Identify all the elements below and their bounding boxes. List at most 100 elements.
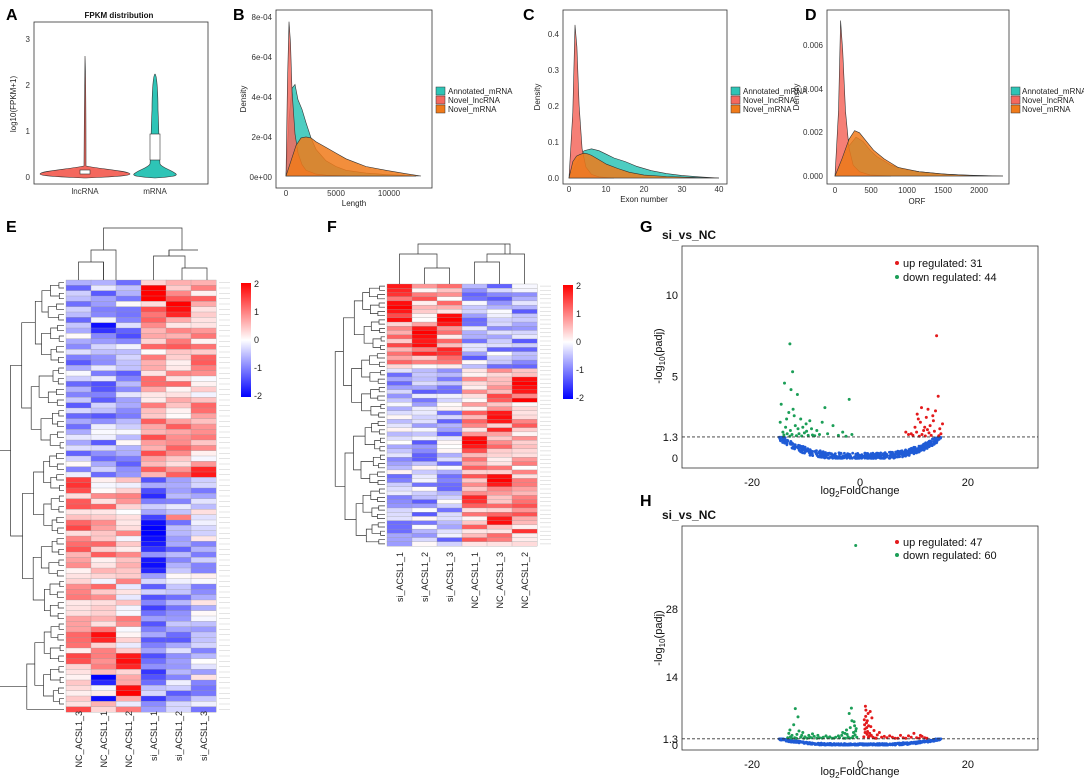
heatmap-cell: [115, 557, 142, 564]
heatmap-cell: [165, 338, 192, 345]
row-dendrogram-branch: [379, 488, 385, 494]
point-not-significant: [883, 456, 886, 460]
heatmap-cell: [511, 309, 538, 314]
row-dendrogram-branch: [57, 324, 64, 332]
point-up-regulated: [867, 724, 871, 728]
heatmap-cell: [386, 490, 413, 496]
point-down-regulated: [797, 432, 801, 436]
row-dendrogram-branch: [59, 698, 64, 705]
heatmap-cell: [386, 423, 413, 429]
heatmap-cell: [511, 533, 538, 538]
heatmap-cell: [386, 300, 413, 306]
point-not-significant: [779, 438, 782, 442]
row-dendrogram-branch: [369, 355, 380, 365]
heatmap-cell: [65, 493, 92, 500]
heatmap-cell: [115, 301, 142, 308]
panel-d-legend: Annotated_mRNA Novel_lncRNA Novel_mRNA: [1010, 86, 1084, 114]
heatmap-cell: [461, 372, 488, 378]
point-down-regulated: [851, 734, 855, 738]
heatmap-cell: [140, 535, 167, 542]
point-not-significant: [927, 442, 931, 445]
heatmap-cell: [190, 589, 217, 596]
heatmap-cell: [165, 605, 192, 612]
panel-c-ytick: 0.2: [548, 102, 560, 111]
heatmap-cell: [190, 685, 217, 692]
heatmap-cell: [90, 295, 117, 302]
point-not-significant: [807, 741, 811, 745]
heatmap-cell: [115, 359, 142, 366]
point-down-regulated: [789, 388, 793, 392]
sample-label: NC_ACSL1_2: [124, 711, 134, 768]
heatmap-cell: [190, 445, 217, 452]
legend-dot-up: [895, 540, 899, 544]
heatmap-cell: [511, 406, 538, 412]
point-not-significant: [881, 452, 885, 455]
heatmap-cell: [436, 393, 463, 399]
heatmap-cell: [486, 490, 513, 496]
point-up-regulated: [877, 731, 881, 734]
row-dendrogram-branch: [370, 321, 380, 331]
heatmap-cell: [436, 423, 463, 429]
heatmap-cell: [386, 389, 413, 395]
row-dendrogram-branch: [56, 570, 64, 577]
heatmap-cell: [411, 524, 438, 530]
heatmap-cell: [90, 493, 117, 500]
heatmap-cell: [461, 528, 488, 534]
heatmap-cell: [511, 283, 538, 289]
heatmap-cell: [511, 444, 538, 450]
legend-label: Novel_mRNA: [1022, 105, 1071, 114]
heatmap-cell: [461, 486, 488, 492]
heatmap-cell: [386, 503, 413, 509]
heatmap-cell: [90, 434, 117, 441]
point-down-regulated: [847, 397, 851, 401]
point-down-regulated: [805, 736, 809, 740]
heatmap-cell: [165, 434, 192, 441]
heatmap-cell: [115, 567, 142, 574]
heatmap-cell: [115, 343, 142, 350]
row-dendrogram-branch: [50, 284, 60, 297]
point-up-regulated: [864, 714, 868, 718]
heatmap-cell: [90, 375, 117, 382]
heatmap-cell: [190, 557, 217, 564]
heatmap-cell: [486, 381, 513, 386]
heatmap-cell: [90, 397, 117, 404]
point-not-significant: [904, 454, 907, 458]
panel-d-ytick: 0.000: [803, 172, 824, 181]
heatmap-cell: [140, 551, 167, 558]
heatmap-cell: [165, 674, 192, 681]
heatmap-cell: [140, 658, 167, 665]
point-not-significant: [896, 455, 900, 459]
panel-c-ytick: 0.3: [548, 66, 560, 75]
heatmap-cell: [486, 283, 513, 289]
sample-label: si_ACSL1_1: [395, 552, 405, 602]
panel-h-ytick: 0: [672, 740, 678, 752]
heatmap-cell: [486, 410, 513, 416]
heatmap-cell: [386, 381, 413, 386]
point-up-regulated: [907, 734, 910, 738]
point-not-significant: [864, 742, 868, 746]
row-dendrogram-branch: [334, 351, 345, 487]
heatmap-cell: [65, 445, 92, 452]
heatmap-cell: [115, 599, 142, 606]
heatmap-cell: [190, 461, 217, 468]
heatmap-cell: [90, 413, 117, 420]
heatmap-cell: [461, 419, 488, 424]
point-up-regulated: [924, 415, 928, 419]
heatmap-cell: [461, 296, 488, 302]
row-dendrogram-branch: [40, 546, 53, 569]
row-dendrogram-branch: [377, 513, 385, 519]
heatmap-cell: [65, 701, 92, 708]
point-not-significant: [813, 742, 817, 746]
heatmap-cell: [411, 465, 438, 471]
heatmap-cell: [386, 478, 413, 483]
heatmap-cell: [90, 519, 117, 526]
heatmap-cell: [386, 330, 413, 336]
point-down-regulated: [811, 433, 814, 437]
heatmap-cell: [65, 359, 92, 366]
point-not-significant: [920, 444, 923, 448]
heatmap-cell: [140, 631, 167, 638]
heatmap-cell: [140, 434, 167, 441]
heatmap-cell: [140, 541, 167, 548]
point-not-significant: [830, 455, 834, 458]
row-dendrogram-branch: [41, 290, 51, 313]
